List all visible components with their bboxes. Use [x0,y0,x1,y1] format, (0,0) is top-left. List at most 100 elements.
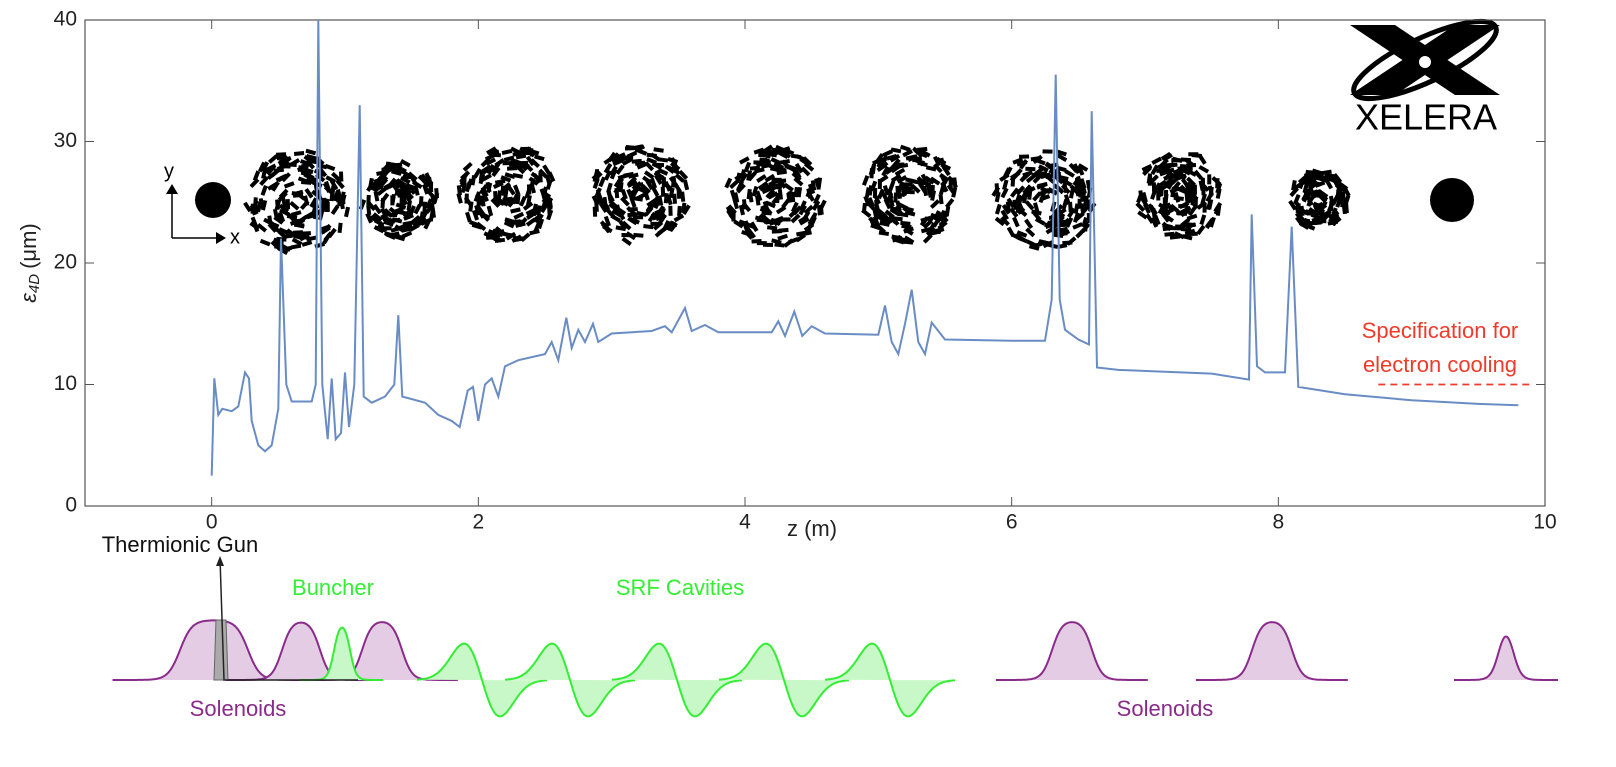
particle [1159,169,1170,177]
particle [1031,172,1042,178]
particle [459,172,469,184]
particle [929,199,940,209]
particle [385,161,397,168]
particle [1205,199,1213,211]
particle [1019,172,1029,183]
particle [636,148,648,156]
particle [1193,169,1204,181]
particle [517,161,528,168]
particle [867,196,876,208]
particle [757,181,769,191]
particle [283,181,295,189]
particle [1072,222,1084,230]
particle [390,217,401,223]
particle [504,172,516,179]
particle [1176,210,1187,216]
particle [653,147,664,153]
x-tick-label: 10 [1533,511,1556,534]
particle [603,162,613,174]
particle [492,181,504,189]
particle [818,204,824,215]
particle [512,172,524,179]
particle [490,197,501,208]
particle [293,151,305,157]
particle [1005,201,1011,212]
particle [1016,160,1028,167]
particle [1150,164,1159,176]
particle [621,220,632,231]
particle [281,197,288,208]
y-tick-label: 10 [54,372,77,395]
particle [1297,213,1305,225]
particle [736,183,746,194]
x-axis-label: z (m) [787,516,837,541]
particle [545,179,553,190]
particle [456,192,463,204]
particle [395,178,407,188]
particle [934,210,946,221]
solenoid [1195,622,1348,680]
particle [542,193,552,205]
particle [791,171,802,182]
particle [428,211,435,222]
particle [608,202,619,212]
particle [773,162,785,170]
particle [480,157,491,168]
particle [1025,227,1036,238]
particle [609,165,618,177]
particle [903,227,914,236]
particle [746,228,756,239]
particle [633,215,644,220]
particle [1311,168,1323,176]
particle [1311,175,1323,181]
particle [1304,223,1316,231]
particle [1081,222,1091,233]
particle [501,148,513,155]
particle [320,225,331,235]
particle [682,179,690,191]
particle [1002,179,1009,191]
particle [1050,171,1062,177]
y-tick-label: 0 [65,494,77,517]
particle [1031,241,1043,249]
particle [1167,162,1178,168]
particle [897,202,909,211]
particle [1171,226,1183,231]
particle [1027,189,1033,200]
particle [541,186,548,198]
particle [485,157,497,166]
particle [1186,176,1196,187]
particle [1201,185,1206,196]
particle [1151,156,1163,165]
particle [397,193,409,199]
particle [638,186,650,194]
particle [754,215,766,222]
particle [1301,174,1313,183]
particle [872,187,878,199]
logo: XELERA [1350,18,1500,138]
particle [672,193,677,204]
particle [603,155,614,165]
particle [790,201,799,213]
particle [894,167,906,177]
particle [519,151,530,156]
particle [749,221,759,233]
particle [743,161,752,173]
particle [890,206,901,214]
solenoid [112,620,316,680]
particle [1068,188,1075,199]
particle [513,211,525,220]
particle [471,222,483,230]
particle [481,191,490,203]
particle [1067,207,1076,219]
solenoid [1454,635,1558,681]
particle [1024,200,1035,211]
particle [475,221,487,231]
particle [1052,212,1063,223]
particle [1053,174,1064,185]
particle [477,195,484,206]
particle [1197,154,1207,165]
particle [380,197,386,209]
particle [1149,204,1158,216]
particle [1055,165,1067,173]
